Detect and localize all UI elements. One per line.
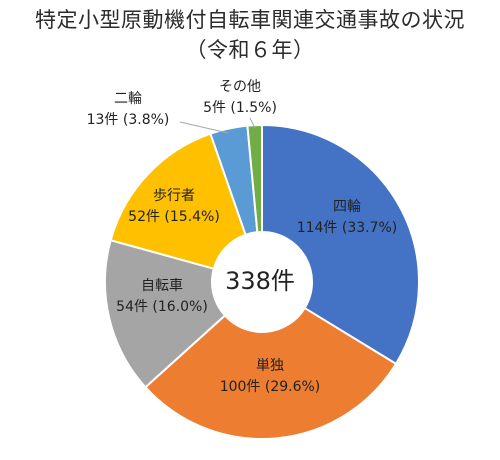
slice-value-label-2: 100件 (29.6%) (220, 379, 321, 395)
slice-3 (104, 238, 227, 389)
slice-labels: 四輪 114件 (33.7%) 単独 100件 (29.6%) 自転車 54件 (16.0… (87, 79, 398, 395)
donut-slices (104, 123, 420, 440)
slice-category-label-4: 歩行者 (153, 188, 195, 204)
center-total-label: 338件 (225, 267, 295, 295)
slice-1 (261, 123, 420, 366)
leader-line-6 (249, 117, 256, 129)
slice-category-label-2: 単独 (256, 358, 284, 374)
slice-2 (144, 306, 398, 440)
slice-category-label-3: 自転車 (141, 277, 183, 294)
slice-category-label-5: 二輪 (114, 90, 142, 107)
slice-value-label-6: 5件 (1.5%) (203, 100, 277, 116)
leader-lines (179, 117, 256, 134)
slice-category-label-1: 四輪 (333, 198, 361, 215)
slice-4 (109, 132, 247, 270)
slice-value-label-5: 13件 (3.8%) (87, 112, 170, 128)
slice-value-label-1: 114件 (33.7%) (297, 220, 398, 236)
chart-title-line-2: （令和６年） (185, 38, 315, 62)
chart-title-line-1: 特定小型原動機付自転車関連交通事故の状況 (35, 8, 465, 32)
slice-value-label-4: 52件 (15.4%) (128, 209, 220, 225)
slice-6 (246, 123, 263, 234)
slice-category-label-6: その他 (219, 79, 261, 95)
leader-line-5 (179, 121, 229, 134)
slice-value-label-3: 54件 (16.0%) (116, 299, 208, 315)
